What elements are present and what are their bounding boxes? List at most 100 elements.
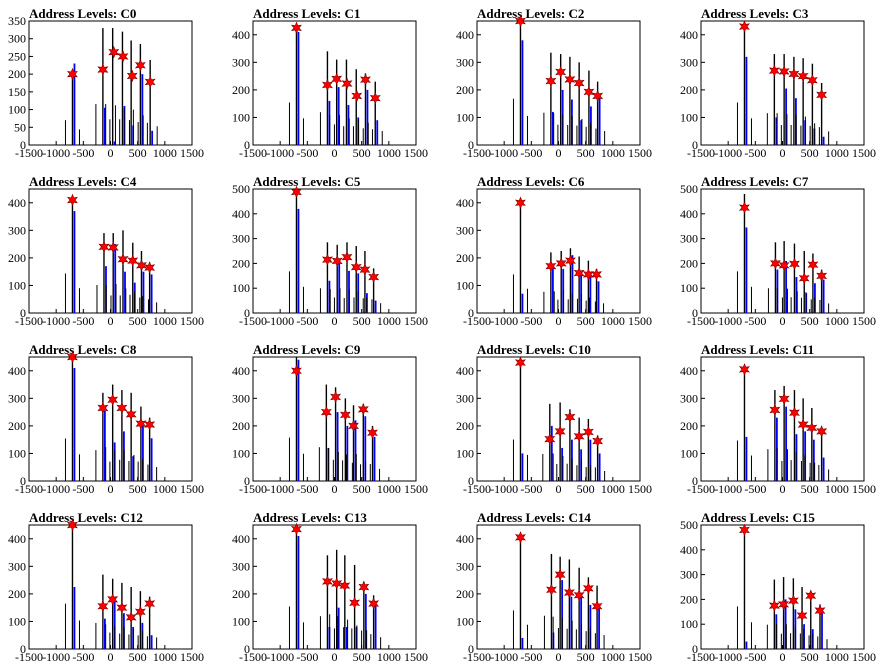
y-tick-label: 300 [680, 232, 698, 246]
x-tick-label: -1000 [714, 650, 742, 664]
peak-marker [67, 350, 78, 364]
peak-marker [807, 258, 819, 271]
y-tick-label: 150 [8, 85, 26, 99]
peak-marker [592, 89, 604, 103]
x-tick-label: 1500 [628, 650, 652, 664]
peak-marker [66, 193, 78, 207]
x-tick-label: 1000 [825, 650, 849, 664]
panel-title: Address Levels: C11 [701, 342, 814, 357]
peak-marker [127, 254, 139, 267]
y-tick-label: 100 [232, 281, 250, 295]
panel-title: Address Levels: C12 [29, 510, 143, 525]
peak-marker [563, 586, 575, 599]
peak-marker [806, 73, 818, 87]
y-tick-label: 300 [232, 232, 250, 246]
x-tick-label: 0 [332, 314, 338, 328]
y-tick-label: 200 [680, 256, 698, 270]
y-tick-label: 100 [456, 614, 474, 628]
panel-c14: Address Levels: C14 0 100 200 300 400 -1500 -10… [456, 510, 652, 664]
peak-marker [144, 597, 156, 610]
peak-marker [290, 185, 302, 199]
peak-marker [107, 393, 119, 406]
x-tick-label: 1000 [601, 146, 625, 160]
x-tick-label: -1000 [714, 482, 742, 496]
x-tick-label: -1000 [42, 314, 70, 328]
x-tick-label: 500 [129, 314, 147, 328]
x-tick-label: 500 [353, 482, 371, 496]
y-tick-label: 200 [680, 419, 698, 433]
plot-frame [476, 20, 641, 146]
panel-c11: Address Levels: C11 0 100 200 300 400 -1500 -10… [680, 342, 876, 496]
peak-marker [331, 577, 343, 590]
peak-marker [116, 601, 128, 615]
peak-marker [778, 598, 789, 611]
x-tick-label: -500 [296, 146, 318, 160]
panel-c10: Address Levels: C10 0 100 200 300 400 -1500 -10… [456, 342, 652, 496]
x-tick-label: 0 [332, 146, 338, 160]
x-tick-label: 0 [780, 314, 786, 328]
y-tick-label: 300 [456, 223, 474, 237]
peak-marker [368, 597, 380, 610]
y-tick-label: 300 [8, 559, 26, 573]
plot-frame [252, 356, 417, 482]
x-tick-label: 500 [129, 650, 147, 664]
peak-marker [290, 21, 302, 35]
peak-marker [357, 403, 369, 416]
x-tick-label: -1000 [266, 146, 294, 160]
x-tick-label: 0 [332, 482, 338, 496]
x-tick-label: 1000 [601, 314, 625, 328]
y-tick-label: 350 [8, 14, 26, 28]
peak-marker [546, 583, 557, 597]
y-tick-label: 300 [8, 32, 26, 46]
peak-marker [359, 73, 371, 87]
y-tick-label: 400 [232, 28, 250, 42]
panel-title: Address Levels: C8 [29, 342, 137, 357]
panel-c3: Address Levels: C3 0 100 200 300 400 -1500 -100… [680, 6, 876, 160]
x-tick-label: 1500 [404, 146, 428, 160]
x-tick-label: 0 [108, 482, 114, 496]
peak-marker [368, 270, 380, 284]
peak-marker [582, 268, 594, 281]
y-tick-label: 100 [8, 614, 26, 628]
peak-marker [739, 363, 750, 376]
y-tick-label: 0 [244, 642, 250, 656]
x-tick-label: -500 [72, 314, 94, 328]
y-tick-label: 300 [456, 391, 474, 405]
x-tick-label: 0 [780, 146, 786, 160]
y-tick-label: 300 [8, 223, 26, 237]
y-tick-label: 400 [8, 364, 26, 378]
y-tick-label: 0 [20, 138, 26, 152]
peak-marker [787, 594, 799, 607]
x-tick-label: 1500 [628, 314, 652, 328]
y-tick-label: 400 [680, 28, 698, 42]
y-tick-label: 200 [8, 419, 26, 433]
x-tick-label: -500 [520, 146, 542, 160]
peak-marker [66, 67, 78, 81]
x-tick-label: 1000 [153, 314, 177, 328]
y-tick-label: 400 [232, 532, 250, 546]
peak-marker [816, 88, 828, 102]
x-tick-label: 1500 [852, 650, 876, 664]
peak-marker [349, 596, 361, 609]
x-tick-label: 1000 [601, 482, 625, 496]
y-tick-label: 100 [232, 614, 250, 628]
peak-marker [816, 425, 828, 438]
x-tick-label: 0 [108, 146, 114, 160]
x-tick-label: -500 [72, 146, 94, 160]
peak-marker [738, 20, 750, 33]
x-tick-label: 500 [129, 146, 147, 160]
x-tick-label: 1000 [153, 482, 177, 496]
peak-marker [806, 421, 818, 435]
peak-marker [555, 65, 567, 79]
panel-title: Address Levels: C4 [29, 174, 137, 189]
x-tick-label: -1500 [463, 314, 491, 328]
y-tick-label: 200 [232, 83, 250, 97]
x-tick-label: 0 [556, 146, 562, 160]
peak-marker [97, 401, 109, 415]
plot-frame [700, 20, 865, 146]
x-tick-label: 1000 [377, 314, 401, 328]
y-tick-label: 0 [468, 642, 474, 656]
x-tick-label: -500 [744, 482, 766, 496]
peak-marker [330, 390, 341, 404]
peak-marker [144, 418, 156, 431]
